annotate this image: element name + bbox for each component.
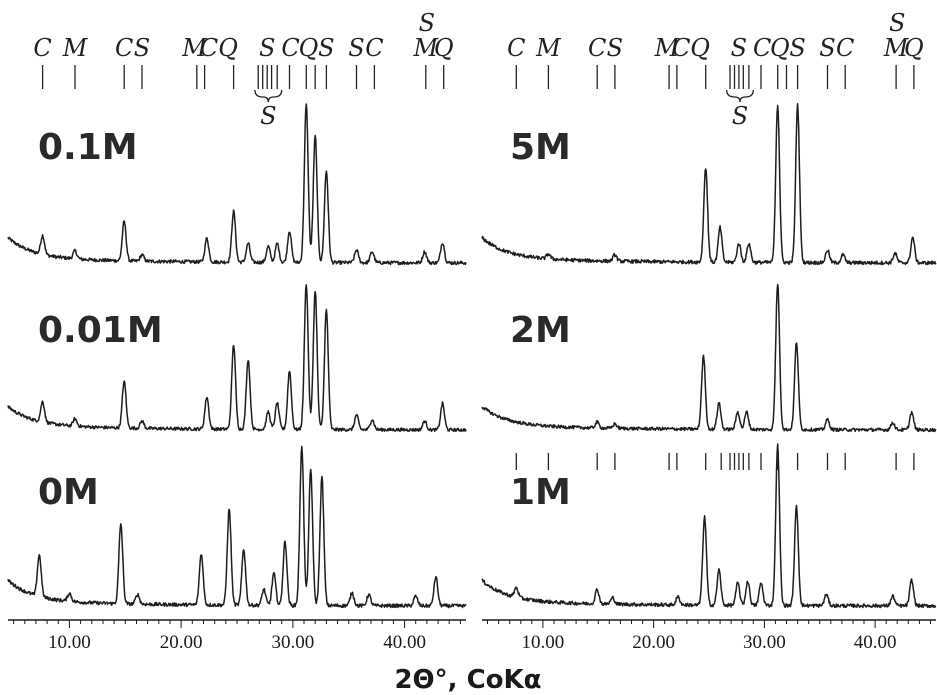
x-tick-label-right-3: 40.00 xyxy=(854,632,897,653)
panel-label-left-0: 0.1M xyxy=(38,127,138,168)
phase-label-left-8: C xyxy=(281,34,299,62)
phase-label-right-1: M xyxy=(535,34,562,62)
phase-label-right-13: S xyxy=(889,9,905,37)
x-tick-label-right-0: 10.00 xyxy=(522,632,565,653)
panel-label-left-2: 0M xyxy=(38,472,99,513)
phase-label-left-1: M xyxy=(62,34,89,62)
x-tick-label-right-2: 30.00 xyxy=(743,632,786,653)
panel-label-right-3: 5M xyxy=(510,127,571,168)
panel-label-right-4: 2M xyxy=(510,310,571,351)
panel-label-left-1: 0.01M xyxy=(38,310,163,351)
phase-label-left-11: S xyxy=(348,34,364,62)
phase-label-right-4: M xyxy=(654,34,681,62)
pattern-left-0.01M xyxy=(7,284,467,433)
phase-label-left-4: M xyxy=(181,34,208,62)
pattern-left-0M xyxy=(7,445,467,609)
phase-label-right-0: C xyxy=(507,34,525,62)
phase-label-right-3: S xyxy=(607,34,623,62)
phase-label-left-2: C xyxy=(115,34,133,62)
phase-label-right-12: C xyxy=(836,34,854,62)
phase-label-left-13: S xyxy=(419,9,435,37)
x-tick-label-left-0: 10.00 xyxy=(48,632,91,653)
phase-label-right-2: C xyxy=(588,34,606,62)
phase-label-right-9: Q xyxy=(770,34,790,62)
pattern-right-5M xyxy=(481,102,937,266)
brace-left xyxy=(254,89,283,103)
diffraction-patterns: 0.1M 0.01M 0M 5M 2M 1M xyxy=(7,102,937,609)
phase-label-right-7: S xyxy=(731,34,747,62)
phase-label-right-11: S xyxy=(819,34,835,62)
x-axes: 10.00 20.00 30.00 40.00 10.00 20.00 30.00 40.00 xyxy=(8,619,936,653)
phase-label-left-10: S xyxy=(318,34,334,62)
phase-label-left-7: S xyxy=(259,34,275,62)
x-tick-label-left-2: 30.00 xyxy=(272,632,315,653)
phase-label-left-3: S xyxy=(134,34,150,62)
x-tick-label-left-3: 40.00 xyxy=(383,632,426,653)
panel-label-right-5: 1M xyxy=(510,472,571,513)
phase-label-left-6: Q xyxy=(218,34,238,62)
phase-label-left-15: Q xyxy=(434,34,454,62)
phase-label-left-0: C xyxy=(33,34,51,62)
phase-label-left-5: C xyxy=(200,34,218,62)
pattern-right-2M xyxy=(481,283,937,433)
phase-label-right-15: Q xyxy=(904,34,924,62)
phase-label-left-9: Q xyxy=(299,34,319,62)
phase-label-right-10: S xyxy=(789,34,805,62)
x-axis-title: 2Θ°, CoKα xyxy=(394,665,541,695)
brace-label-right: S xyxy=(732,102,748,130)
pattern-left-0.1M xyxy=(7,103,467,266)
x-tick-label-left-1: 20.00 xyxy=(160,632,203,653)
pattern-right-1M xyxy=(481,443,937,609)
phase-label-right-8: C xyxy=(753,34,771,62)
phase-label-right-6: Q xyxy=(690,34,710,62)
x-tick-label-right-1: 20.00 xyxy=(632,632,675,653)
brace-right xyxy=(726,89,754,103)
brace-label-left: S xyxy=(260,102,276,130)
phase-label-left-12: C xyxy=(365,34,383,62)
phase-label-left-14: M xyxy=(413,34,440,62)
phase-label-right-14: M xyxy=(883,34,910,62)
phase-label-right-5: C xyxy=(672,34,690,62)
